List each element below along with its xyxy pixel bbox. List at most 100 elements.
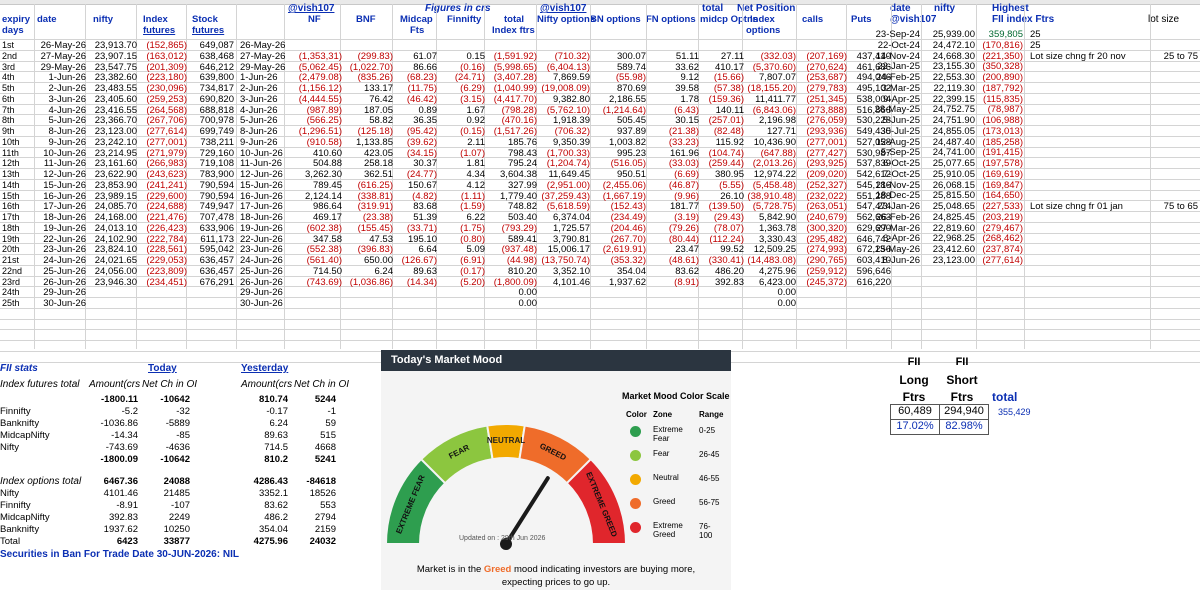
grid-col-line bbox=[742, 4, 743, 349]
table-cell: (1,040.99) bbox=[493, 83, 537, 94]
table-cell: (1,214.64) bbox=[602, 104, 646, 116]
index-options-header-2: options bbox=[746, 25, 781, 36]
table-cell: 23,382.60 bbox=[94, 72, 137, 84]
grid-col-line bbox=[1150, 4, 1151, 349]
table-cell: (44.98) bbox=[506, 255, 537, 266]
table-cell: (602.38) bbox=[306, 222, 342, 234]
table-cell: 11,649.45 bbox=[548, 169, 590, 180]
table-cell: 11,411.77 bbox=[755, 93, 796, 105]
grid-row-line bbox=[0, 60, 1200, 62]
table-cell: 11-Jun-26 bbox=[240, 158, 283, 170]
table-cell: 12-Jun-26 bbox=[240, 169, 283, 180]
fii-stat-cell: 89.63 bbox=[264, 430, 288, 441]
table-cell: (170,816) bbox=[982, 39, 1023, 51]
table-cell: 23,853.90 bbox=[94, 179, 137, 191]
legend-range: 56-75 bbox=[699, 498, 720, 507]
calls-header: calls bbox=[802, 14, 824, 25]
finnifty-header: Finnifty bbox=[447, 14, 482, 25]
total-index-header: total bbox=[504, 14, 525, 25]
fii-stat-cell: 553 bbox=[320, 500, 336, 511]
table-cell: 2,124.14 bbox=[305, 190, 342, 202]
table-cell: (163,012) bbox=[146, 50, 187, 62]
table-cell: 616,220 bbox=[856, 276, 891, 288]
table-cell: 51.11 bbox=[675, 50, 699, 62]
handle-label-2: @vish107 bbox=[540, 3, 587, 14]
table-cell: 589.41 bbox=[507, 233, 537, 245]
table-cell: 26,068.15 bbox=[932, 179, 975, 191]
table-cell: 25,910.05 bbox=[932, 168, 975, 180]
table-cell: 1.78 bbox=[680, 93, 700, 105]
table-cell: 83.62 bbox=[675, 265, 699, 277]
table-cell: 650.00 bbox=[363, 255, 393, 266]
table-cell: (276,059) bbox=[806, 115, 847, 127]
short-value: 294,940 bbox=[944, 405, 984, 417]
table-cell: 25 bbox=[1030, 29, 1041, 40]
table-cell: (470.16) bbox=[501, 115, 537, 127]
grid-col-line bbox=[392, 4, 393, 349]
long-value: 60,489 bbox=[898, 405, 932, 417]
table-cell: (24.77) bbox=[406, 169, 437, 180]
table-cell: 12-Jun-26 bbox=[43, 169, 86, 180]
fii-stat-cell: 2249 bbox=[168, 512, 190, 523]
table-cell: 1st bbox=[2, 40, 15, 50]
table-cell: (268,462) bbox=[982, 233, 1023, 245]
table-cell: (1.11) bbox=[460, 190, 485, 202]
table-cell: 185.76 bbox=[507, 136, 537, 148]
table-cell: 23,989.15 bbox=[94, 190, 137, 202]
table-cell: (227,533) bbox=[982, 201, 1023, 212]
table-cell: (793.29) bbox=[501, 222, 537, 234]
grid-col-line bbox=[891, 4, 892, 349]
short-pct-box bbox=[939, 419, 989, 435]
table-cell: 21st bbox=[2, 255, 20, 265]
table-cell: (277,614) bbox=[146, 126, 187, 137]
table-cell: (34.15) bbox=[406, 147, 437, 159]
table-cell: 790,594 bbox=[199, 190, 234, 202]
table-cell: 790,594 bbox=[199, 179, 234, 191]
table-cell: 789.45 bbox=[312, 179, 342, 191]
table-cell: (209,020) bbox=[806, 169, 847, 180]
table-cell: 26-Jun-26 bbox=[240, 276, 283, 288]
table-cell: (241,241) bbox=[146, 179, 187, 191]
fii-stat-cell: -1 bbox=[327, 406, 336, 417]
table-cell: 3,604.38 bbox=[500, 169, 537, 180]
gauge-zone-label: NEUTRAL bbox=[487, 436, 525, 445]
table-cell: 5th bbox=[2, 83, 15, 93]
midcap-header: Midcap bbox=[400, 14, 433, 25]
table-cell: 469.17 bbox=[312, 212, 342, 223]
grid-row-line bbox=[0, 92, 1200, 94]
table-cell: (253,687) bbox=[806, 72, 847, 84]
fii-stat-cell: 4668 bbox=[314, 442, 336, 453]
table-cell: 51.39 bbox=[413, 212, 437, 223]
total-index-header-2: Index ftrs bbox=[492, 25, 535, 36]
table-cell: 6th bbox=[2, 93, 15, 104]
grid-col-line bbox=[921, 4, 922, 349]
table-cell: 6,423.00 bbox=[759, 276, 796, 288]
table-cell: 14-Nov-24 bbox=[875, 50, 920, 62]
table-cell: 639,800 bbox=[199, 72, 234, 84]
table-cell: 461,686 bbox=[856, 61, 891, 73]
table-cell: 1,725.57 bbox=[553, 222, 590, 234]
grid-row-line bbox=[0, 178, 1200, 180]
table-cell: (226,423) bbox=[146, 222, 187, 234]
table-cell: (187,792) bbox=[982, 82, 1023, 94]
table-cell: 17-Jun-26 bbox=[240, 201, 283, 213]
date-header: date bbox=[37, 14, 57, 25]
grid-row-line bbox=[0, 297, 1200, 298]
table-cell: (4,417.70) bbox=[493, 93, 537, 105]
table-cell: 23,155.30 bbox=[932, 61, 975, 73]
table-cell: 503.40 bbox=[507, 212, 537, 223]
table-cell: 537,839 bbox=[856, 158, 891, 170]
grid-col-line bbox=[846, 4, 847, 349]
fii-stat-cell: 83.62 bbox=[264, 500, 288, 511]
table-cell: 23-Sep-24 bbox=[875, 29, 920, 40]
table-cell: 21-Nov-25 bbox=[875, 179, 920, 191]
table-cell: (552.38) bbox=[306, 244, 342, 256]
table-cell: 25,077.65 bbox=[932, 158, 975, 169]
fii-stat-cell: -5.2 bbox=[121, 406, 138, 417]
table-cell: 20th bbox=[2, 244, 20, 255]
amount-crs-label: Amount(crs bbox=[89, 379, 141, 390]
table-cell: 3,262.30 bbox=[305, 169, 342, 180]
table-cell: (221,350) bbox=[982, 50, 1023, 62]
long-ftrs-label: Ftrs bbox=[902, 390, 926, 404]
table-cell: (299.83) bbox=[357, 50, 393, 62]
